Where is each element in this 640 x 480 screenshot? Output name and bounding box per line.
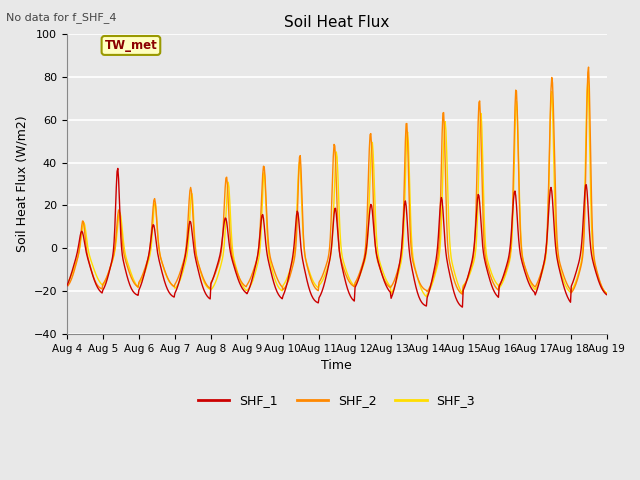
Legend: SHF_1, SHF_2, SHF_3: SHF_1, SHF_2, SHF_3 bbox=[193, 389, 480, 412]
X-axis label: Time: Time bbox=[321, 360, 352, 372]
Text: No data for f_SHF_4: No data for f_SHF_4 bbox=[6, 12, 117, 23]
Title: Soil Heat Flux: Soil Heat Flux bbox=[284, 15, 389, 30]
Text: TW_met: TW_met bbox=[104, 39, 157, 52]
Y-axis label: Soil Heat Flux (W/m2): Soil Heat Flux (W/m2) bbox=[15, 116, 28, 252]
